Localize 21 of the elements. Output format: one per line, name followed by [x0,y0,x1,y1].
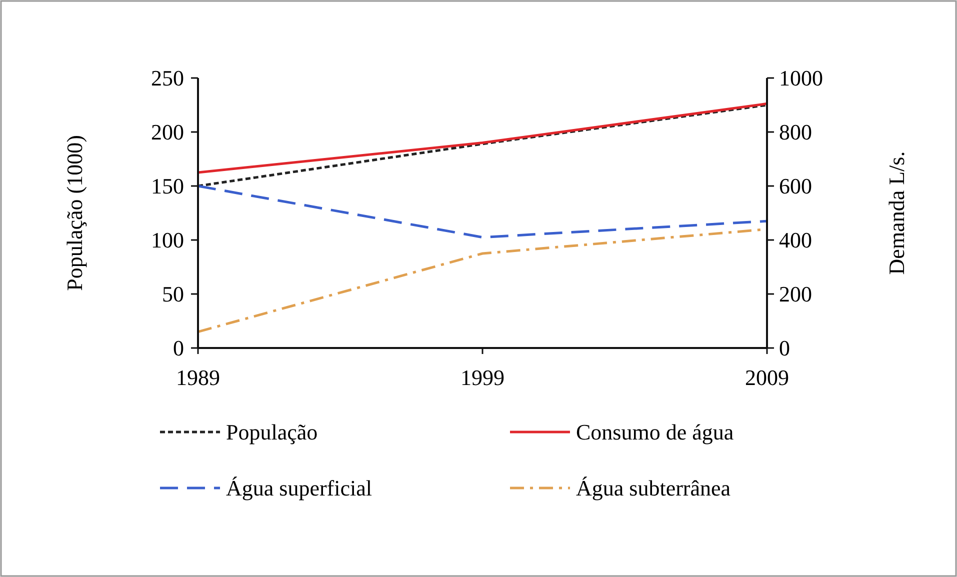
legend-label: Consumo de água [576,420,734,445]
y2-tick-label: 1000 [779,66,823,91]
legend-label: Água subterrânea [576,476,731,501]
y-tick-label: 200 [151,120,184,145]
y-tick-label: 250 [151,66,184,91]
x-tick-label: 2009 [745,365,789,390]
y2-tick-label: 200 [779,282,812,307]
y-tick-label: 0 [173,336,184,361]
y2-tick-label: 400 [779,228,812,253]
x-tick-label: 1999 [460,365,504,390]
y-tick-label: 150 [151,174,184,199]
x-tick-label: 1989 [176,365,220,390]
y-axis-title: População (1000) [62,135,87,291]
y2-tick-label: 0 [779,336,790,361]
legend-label: População [226,420,318,445]
legend-label: Água superficial [226,476,372,501]
y2-tick-label: 600 [779,174,812,199]
y-tick-label: 100 [151,228,184,253]
y2-axis-title: Demanda L/s. [884,151,909,275]
y-tick-label: 50 [162,282,184,307]
y2-tick-label: 800 [779,120,812,145]
